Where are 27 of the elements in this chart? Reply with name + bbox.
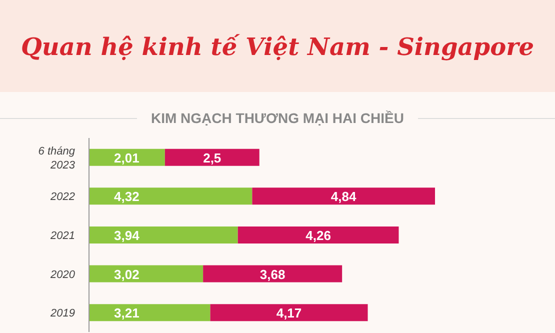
data-label: 4,32: [114, 189, 140, 204]
bar: [164, 148, 260, 166]
bar: [210, 304, 368, 322]
data-label: 3,94: [114, 228, 140, 243]
bar: [89, 148, 165, 166]
y-tick-label: 2022: [50, 191, 75, 204]
bar: [203, 265, 342, 282]
bar: [89, 226, 238, 244]
chart-title: Quan hệ kinh tế Việt Nam - Singapore: [20, 32, 534, 60]
data-label: 2,5: [203, 150, 222, 166]
bar: [89, 265, 204, 282]
y-tick-label: 6 tháng 2023: [38, 145, 76, 172]
data-label: 3,21: [114, 306, 140, 321]
data-label: 3,68: [260, 266, 286, 282]
bar: [89, 304, 210, 322]
data-label: 4,17: [276, 306, 302, 321]
bar: [89, 188, 252, 205]
bar: [252, 188, 435, 205]
data-label: 2,01: [114, 150, 140, 166]
chart-subtitle: KIM NGẠCH THƯƠNG MẠI HAI CHIỀU: [151, 110, 404, 126]
data-label: 4,84: [330, 189, 358, 204]
y-tick-label: 2021: [50, 230, 75, 242]
data-label: 4,26: [306, 228, 331, 243]
bar: [238, 226, 399, 244]
y-tick-label: 2020: [50, 268, 76, 281]
data-label: 3,02: [114, 266, 140, 282]
y-tick-label: 2019: [50, 308, 75, 320]
